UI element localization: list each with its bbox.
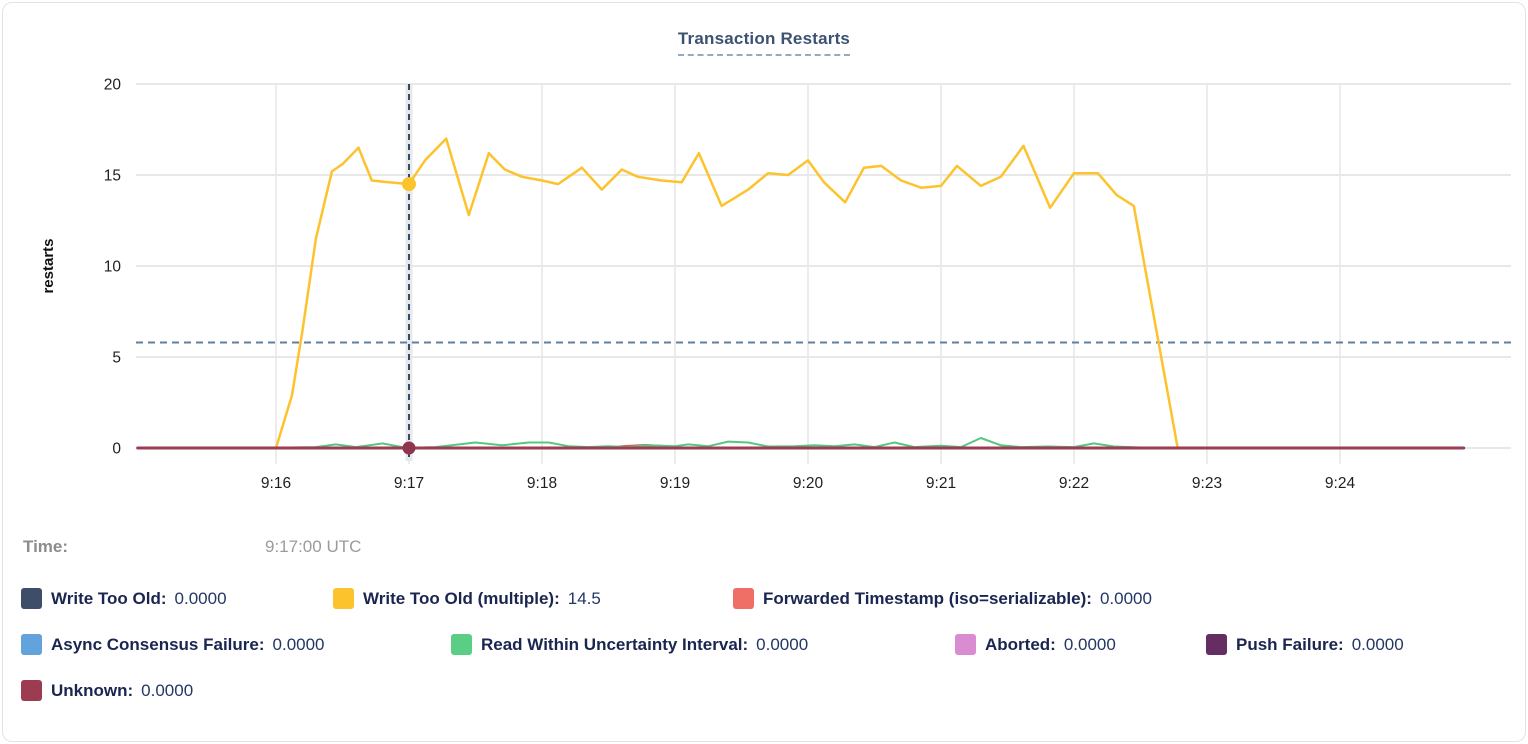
legend-swatch-read-within-uncertainty-interval bbox=[451, 634, 472, 655]
legend-row-3: Unknown: 0.0000 bbox=[3, 680, 1525, 704]
legend-swatch-aborted bbox=[955, 634, 976, 655]
legend-label: Write Too Old (multiple): bbox=[363, 588, 560, 608]
legend-item-forwarded-timestamp-iso-serializable[interactable]: Forwarded Timestamp (iso=serializable): 0… bbox=[733, 588, 1152, 609]
x-tick-label-9-17: 9:17 bbox=[394, 475, 424, 492]
legend-swatch-unknown bbox=[21, 680, 42, 701]
time-label: Time: bbox=[23, 537, 69, 556]
x-tick-label-9-19: 9:19 bbox=[660, 475, 690, 492]
x-tick-label-9-21: 9:21 bbox=[926, 475, 956, 492]
series-line-write-too-old-multiple bbox=[274, 137, 1179, 450]
legend-item-write-too-old[interactable]: Write Too Old: 0.0000 bbox=[21, 588, 227, 609]
y-tick-label-20: 20 bbox=[104, 77, 122, 94]
legend-value: 0.0000 bbox=[1099, 588, 1152, 608]
legend-item-write-too-old-multiple[interactable]: Write Too Old (multiple): 14.5 bbox=[333, 588, 601, 609]
chart-title[interactable]: Transaction Restarts bbox=[677, 29, 851, 56]
legend-item-push-failure[interactable]: Push Failure: 0.0000 bbox=[1206, 634, 1404, 655]
legend-label: Unknown: bbox=[51, 680, 134, 700]
x-tick-label-9-22: 9:22 bbox=[1059, 475, 1089, 492]
legend-swatch-write-too-old bbox=[21, 588, 42, 609]
y-tick-label-10: 10 bbox=[104, 259, 122, 276]
hover-marker-unknown bbox=[402, 441, 416, 455]
y-tick-label-5: 5 bbox=[112, 350, 121, 367]
legend-value: 14.5 bbox=[567, 588, 601, 608]
legend-value: 0.0000 bbox=[272, 634, 325, 654]
x-tick-label-9-24: 9:24 bbox=[1325, 475, 1356, 492]
legend-label: Async Consensus Failure: bbox=[51, 634, 265, 654]
legend-label: Read Within Uncertainty Interval: bbox=[481, 634, 749, 654]
transaction-restarts-chart[interactable]: 9:16 9:17 9:18 9:19 9:20 9:21 9:22 9:23 9:24 0 5 10… bbox=[3, 61, 1526, 501]
y-axis-label: restarts bbox=[40, 238, 57, 293]
legend-value: 0.0000 bbox=[1351, 634, 1404, 654]
hover-time-row: Time: 9:17:00 UTC bbox=[3, 537, 1525, 563]
legend-row-1: Write Too Old: 0.0000 Write Too Old (multi… bbox=[3, 588, 1525, 612]
legend-value: 0.0000 bbox=[1063, 634, 1116, 654]
legend-item-read-within-uncertainty-interval[interactable]: Read Within Uncertainty Interval: 0.0000 bbox=[451, 634, 808, 655]
legend-swatch-push-failure bbox=[1206, 634, 1227, 655]
legend-swatch-async-consensus-failure bbox=[21, 634, 42, 655]
x-tick-label-9-18: 9:18 bbox=[527, 475, 557, 492]
legend-swatch-forwarded-timestamp-iso-serializable bbox=[733, 588, 754, 609]
x-tick-label-9-16: 9:16 bbox=[261, 475, 291, 492]
legend-label: Aborted: bbox=[985, 634, 1056, 654]
legend-item-aborted[interactable]: Aborted: 0.0000 bbox=[955, 634, 1116, 655]
legend-item-unknown[interactable]: Unknown: 0.0000 bbox=[21, 680, 193, 701]
legend-value: 0.0000 bbox=[756, 634, 809, 654]
x-tick-label-9-20: 9:20 bbox=[793, 475, 824, 492]
hover-marker-write-too-old-multiple bbox=[402, 177, 416, 192]
y-tick-label-0: 0 bbox=[112, 441, 121, 458]
chart-title-wrap: Transaction Restarts bbox=[3, 29, 1525, 56]
legend-label: Write Too Old: bbox=[51, 588, 167, 608]
legend-label: Push Failure: bbox=[1236, 634, 1344, 654]
legend-item-async-consensus-failure[interactable]: Async Consensus Failure: 0.0000 bbox=[21, 634, 325, 655]
legend-label: Forwarded Timestamp (iso=serializable): bbox=[763, 588, 1092, 608]
y-tick-label-15: 15 bbox=[104, 168, 121, 185]
legend-row-2: Async Consensus Failure: 0.0000 Read Withi… bbox=[3, 634, 1525, 658]
crosshair-band bbox=[405, 84, 413, 461]
legend-value: 0.0000 bbox=[174, 588, 227, 608]
legend-value: 0.0000 bbox=[141, 680, 194, 700]
x-tick-label-9-23: 9:23 bbox=[1192, 475, 1222, 492]
legend-swatch-write-too-old-multiple bbox=[333, 588, 354, 609]
chart-legend: Write Too Old: 0.0000 Write Too Old (multi… bbox=[3, 588, 1525, 726]
time-value: 9:17:00 UTC bbox=[265, 537, 362, 556]
